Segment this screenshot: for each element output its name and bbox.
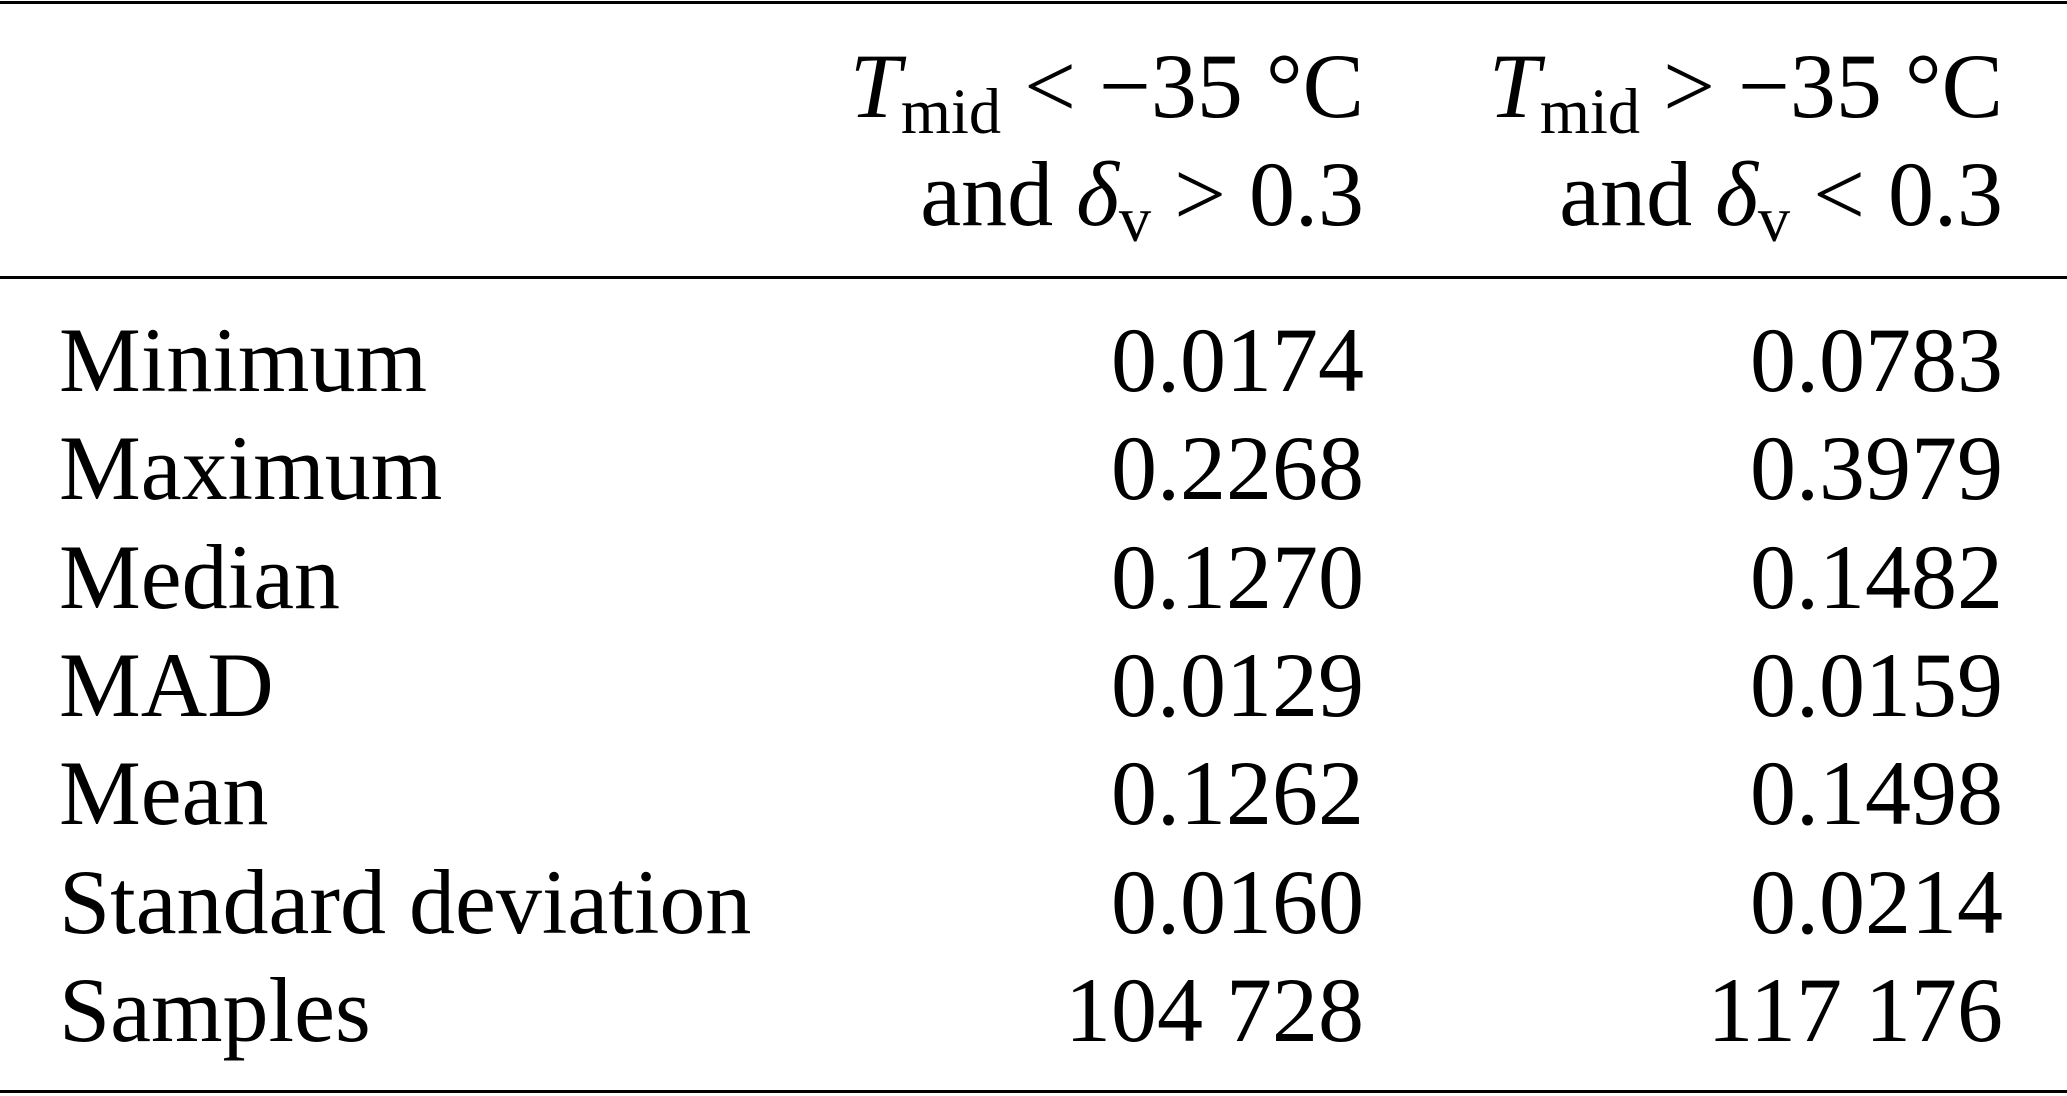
sub-mid: mid [1539, 76, 1641, 148]
cell-value: 0.2268 [1111, 417, 1364, 520]
cell-value: 104 728 [1065, 958, 1364, 1061]
row-label: Mean [59, 742, 269, 845]
row-label: Maximum [59, 417, 443, 520]
cell-value: 0.1262 [1111, 742, 1364, 845]
row-label: Samples [59, 958, 371, 1061]
sub-v: v [1757, 184, 1791, 256]
cell-value: 0.0159 [1750, 633, 2003, 736]
row-label: Standard deviation [59, 850, 752, 953]
cell-value: 0.0160 [1111, 850, 1364, 953]
var-T: T [1488, 35, 1540, 137]
sub-v: v [1118, 184, 1152, 256]
cell-value: 0.0214 [1750, 850, 2003, 953]
header-col1-line2: and δv > 0.3 [920, 148, 1364, 252]
cell-value: 0.0783 [1750, 309, 2003, 411]
var-delta: δ [1715, 143, 1758, 245]
relation: > −35 °C [1640, 35, 2003, 137]
var-delta: δ [1076, 143, 1119, 245]
row-label: MAD [59, 633, 274, 736]
var-T: T [849, 35, 901, 137]
sub-mid: mid [900, 76, 1002, 148]
table-mid-rule [0, 276, 2067, 279]
cell-value: 0.1498 [1750, 742, 2003, 845]
relation: < 0.3 [1790, 143, 2003, 245]
row-label: Minimum [59, 309, 428, 411]
prefix: and [920, 143, 1077, 245]
header-col2-line1: Tmid > −35 °C [1489, 40, 2003, 144]
relation: > 0.3 [1151, 143, 1364, 245]
table-top-rule [0, 1, 2067, 4]
relation: < −35 °C [1001, 35, 1364, 137]
cell-value: 0.0129 [1111, 633, 1364, 736]
header-col2-line2: and δv < 0.3 [1559, 148, 2003, 252]
header-col1-line1: Tmid < −35 °C [850, 40, 1364, 144]
cell-value: 0.3979 [1750, 417, 2003, 520]
prefix: and [1559, 143, 1716, 245]
cell-value: 0.1270 [1111, 525, 1364, 628]
cell-value: 0.0174 [1111, 309, 1364, 411]
cell-value: 117 176 [1707, 958, 2003, 1061]
table-bottom-rule [0, 1090, 2067, 1093]
row-label: Median [59, 525, 341, 628]
cell-value: 0.1482 [1750, 525, 2003, 628]
